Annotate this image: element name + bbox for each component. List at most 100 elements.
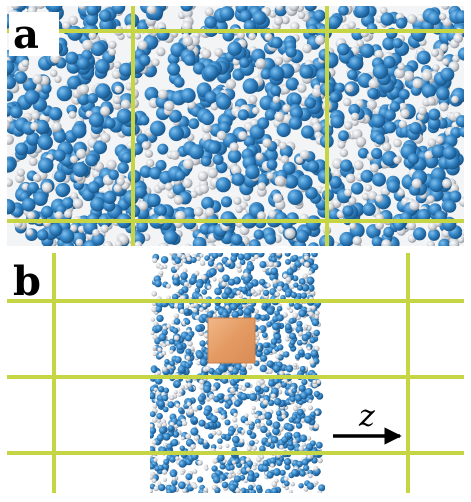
atom-blue [98,9,112,22]
atom-white [183,281,189,287]
atom-white [187,340,193,347]
atom-white [229,469,234,475]
atom-blue [41,205,54,218]
atom-white [317,457,323,464]
atom-white [204,466,209,471]
atom-white [199,307,204,312]
atom-blue [442,145,457,160]
atom-white [166,364,172,370]
atom-blue [180,272,189,280]
atom-blue [151,367,157,373]
atom-blue [266,307,275,315]
atom-blue [169,456,176,463]
atom-blue [455,10,464,24]
atom-blue [116,108,132,124]
atom-white [275,6,284,11]
atom-white [339,148,349,158]
atom-blue [294,394,302,402]
atom-white [284,228,296,239]
atom-white [375,194,384,203]
atom-white [351,118,359,127]
atom-blue [219,6,235,21]
atom-blue [162,406,169,413]
atom-blue [136,220,149,233]
atom-white [411,178,422,189]
atom-blue [270,487,279,493]
atom-white [283,273,288,279]
atom-blue [443,200,457,213]
atom-white [210,386,217,392]
atom-white [248,95,258,104]
atom-white [210,102,219,111]
atom-blue [172,278,180,286]
atom-blue [37,157,54,174]
atom-white [234,431,239,436]
atom-blue [304,415,313,424]
atom-white [237,470,242,475]
atom-white [194,270,200,276]
atom-blue [90,196,106,212]
atom-blue [262,342,269,349]
atom-blue [169,302,176,309]
atom-white [282,104,291,113]
atom-white [268,261,274,268]
atom-blue [156,205,167,217]
atom-blue [300,292,308,299]
atom-blue [228,483,237,492]
atom-blue [168,338,175,345]
atom-blue [272,427,280,436]
atom-white [32,173,42,182]
atom-white [345,84,354,93]
atom-blue [299,64,314,79]
atom-white [228,366,233,372]
atom-blue [367,87,379,99]
atom-blue [243,275,251,283]
atom-white [238,294,243,299]
atom-white [273,16,284,26]
atom-blue [224,287,232,296]
atom-white [272,261,278,268]
atom-blue [284,253,291,257]
atom-blue [308,242,319,246]
atom-white [283,379,288,384]
atom-white [207,167,218,179]
atom-blue [256,253,265,258]
atom-blue [228,278,236,286]
atom-white [150,331,155,335]
atom-blue [260,354,268,362]
atom-blue [164,358,170,365]
atom-blue [284,174,299,189]
atom-blue [276,314,284,322]
atom-blue [170,471,177,478]
atom-white [106,159,117,170]
atom-blue [372,63,389,80]
atom-white [170,150,180,160]
atom-blue [208,268,217,276]
atom-blue [245,164,260,180]
atom-white [68,15,78,26]
atom-blue [431,144,446,159]
atom-blue [233,400,241,407]
atom-white [179,308,185,314]
atom-white [196,361,201,366]
atom-blue [283,351,290,358]
atom-white [103,240,113,246]
atom-white [290,481,295,487]
atom-white [152,257,158,263]
atom-white [262,138,272,148]
atom-blue [162,432,171,441]
atom-blue [178,481,186,490]
atom-white [271,481,278,488]
atom-white [217,264,223,270]
atom-white [100,224,109,233]
atom-white [223,395,230,401]
atom-white [211,484,217,491]
atom-blue [283,458,292,466]
atom-white [270,393,276,399]
atom-blue [188,144,204,160]
atom-white [375,220,384,230]
atom-white [218,445,223,450]
atom-blue [338,130,349,142]
atom-white [92,229,100,237]
atom-blue [360,169,374,183]
